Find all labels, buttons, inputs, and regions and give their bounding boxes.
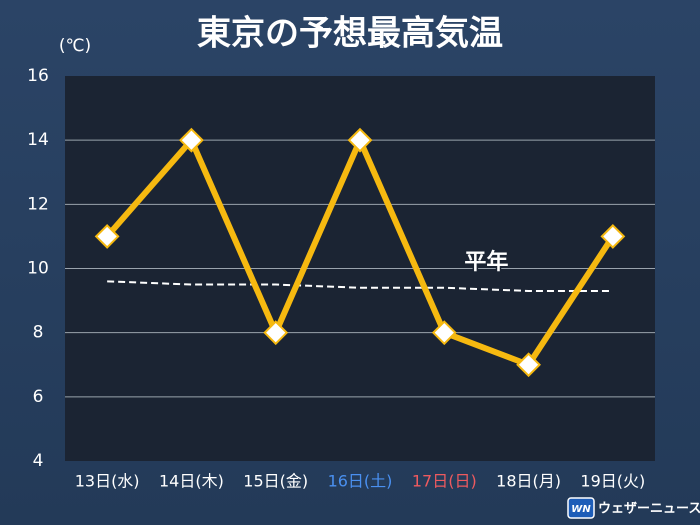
x-tick-label: 15日(金) [243, 472, 308, 491]
y-tick-label: 8 [33, 323, 44, 343]
y-tick-label: 4 [33, 451, 44, 471]
point-marker [263, 320, 289, 346]
y-tick-label: 6 [33, 387, 44, 407]
x-tick-label: 18日(月) [496, 472, 561, 491]
source: ウェザーニュース [598, 502, 700, 517]
point-marker [179, 127, 204, 153]
x-tick-label: 17日(日) [412, 472, 477, 491]
point-marker [516, 352, 541, 378]
logo-badge [567, 497, 595, 519]
unit-label: (℃) [59, 36, 91, 56]
normal-line [107, 280, 613, 292]
point-marker [600, 224, 626, 249]
x-tick-label: 19日(火) [580, 472, 645, 491]
point-marker [94, 224, 120, 249]
x-tick-label: 13日(水) [75, 472, 140, 491]
y-tick-label: 16 [27, 66, 49, 86]
x-tick-label: 14日(木) [159, 472, 224, 491]
point-marker [347, 127, 373, 153]
y-tick-label: 12 [27, 194, 49, 214]
chart-title: 東京の予想最高気温 [197, 14, 503, 54]
series-label: 平年 [464, 249, 508, 275]
y-tick-label: 10 [27, 259, 49, 279]
x-tick-label: 16日(土) [328, 472, 393, 491]
point-marker [431, 320, 457, 346]
y-tick-label: 14 [27, 130, 49, 150]
logo-mark: WN [571, 504, 591, 515]
